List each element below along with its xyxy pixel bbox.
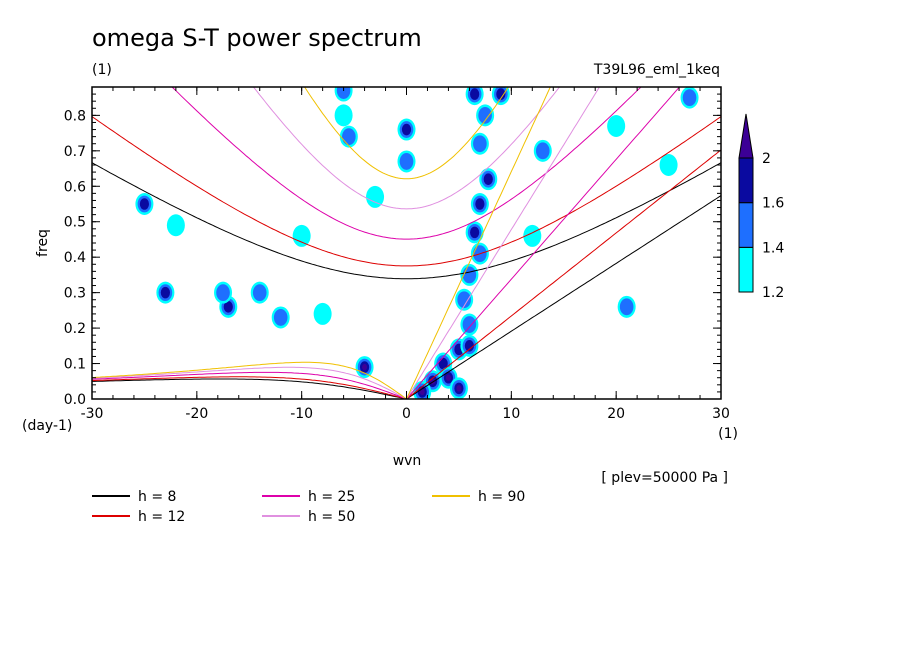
x-axis-ticks: -30 -20 -10 0 10 20 30: [81, 87, 730, 422]
y-tick-label: 0.0: [64, 392, 86, 408]
colorbar: 1.2 1.4 1.6 2: [738, 113, 784, 301]
contour-blob-19-level-2: [342, 128, 356, 146]
y-tick-label: 0.1: [64, 357, 86, 373]
contour-blob-16-level-4: [456, 385, 462, 392]
colorbar-segment: [738, 246, 754, 293]
contour-blob-11-level-3: [464, 340, 474, 352]
x-axis-unit: (1): [718, 426, 738, 442]
y-axis-ticks: 0.0 0.1 0.2 0.3 0.4 0.5 0.6 0.7 0.8: [64, 93, 721, 408]
contour-blob-39-level-1: [292, 224, 311, 247]
legend-label: h = 50: [308, 509, 355, 525]
legend-label: h = 12: [138, 509, 185, 525]
y-tick-label: 0.5: [64, 215, 86, 231]
colorbar-segment: [738, 157, 754, 204]
chart-subtitle-right: T39L96_eml_1keq: [593, 62, 720, 78]
y-axis-label: freq: [35, 229, 51, 257]
gravity-curve-h8: [92, 162, 721, 280]
legend: h = 8 h = 12 h = 25 h = 50 h = 90: [92, 489, 525, 525]
dispersion-curves: [92, 87, 721, 399]
x-tick-label: 10: [502, 406, 520, 422]
gravity-curve-h12: [92, 116, 721, 267]
contour-field: [135, 87, 699, 399]
contour-blob-35-level-2: [682, 89, 697, 107]
x-tick-label: 30: [712, 406, 730, 422]
contour-blob-23-level-3: [496, 88, 506, 100]
legend-label: h = 90: [478, 489, 525, 505]
colorbar-label: 2: [762, 151, 771, 167]
contour-blob-8-level-2: [457, 291, 471, 309]
chart-subtitle-left: (1): [92, 62, 112, 78]
gravity-curve-h50: [252, 87, 561, 210]
y-axis-unit: (day-1): [22, 418, 72, 434]
y-tick-label: 0.3: [64, 286, 86, 302]
y-tick-label: 0.8: [64, 108, 86, 124]
contour-blob-26-level-3: [160, 286, 170, 299]
legend-label: h = 25: [308, 489, 355, 505]
y-tick-label: 0.4: [64, 250, 86, 266]
gravity-curve-h90: [304, 87, 509, 180]
contour-blob-15-level-4: [419, 388, 425, 396]
colorbar-label: 1.6: [762, 196, 784, 212]
contour-blob-14-level-4: [445, 374, 451, 381]
colorbar-label: 1.4: [762, 240, 784, 256]
contour-blob-29-level-2: [273, 309, 288, 326]
contour-blob-0-level-3: [470, 88, 480, 100]
x-tick-label: 20: [607, 406, 625, 422]
kelvin-curve-h25: [406, 87, 681, 399]
contour-blob-36-level-2: [619, 298, 634, 316]
contour-blob-32-level-2: [535, 142, 550, 160]
x-tick-label: 0: [402, 406, 411, 422]
contour-blob-18-level-2: [336, 87, 351, 99]
contour-blob-27-level-3: [139, 198, 150, 210]
contour-blob-25-level-2: [216, 284, 230, 302]
contour-blob-9-level-2: [462, 316, 477, 333]
contour-blob-34-level-1: [659, 154, 678, 176]
contour-blob-38-level-1: [366, 185, 385, 208]
y-tick-label: 0.7: [64, 144, 86, 160]
x-tick-label: -10: [290, 406, 313, 422]
y-tick-label: 0.2: [64, 321, 86, 337]
contour-blob-4-level-3: [475, 198, 485, 210]
contour-blob-17-level-4: [362, 363, 368, 371]
contour-blob-2-level-2: [473, 135, 487, 153]
rossby-curve-h50: [92, 366, 407, 399]
contour-blob-30-level-1: [313, 302, 332, 325]
x-axis-label: wvn: [393, 453, 422, 469]
colorbar-segment: [738, 202, 754, 248]
contour-blob-12-level-3: [438, 357, 448, 370]
contour-blob-33-level-1: [607, 115, 626, 137]
x-tick-label: -30: [81, 406, 104, 422]
rossby-curve-h25: [92, 371, 407, 399]
chart-title: omega S-T power spectrum: [92, 24, 422, 52]
colorbar-label: 1.2: [762, 285, 784, 301]
contour-blob-3-level-3: [483, 173, 493, 185]
kelvin-curve-h12: [406, 149, 721, 399]
legend-label: h = 8: [138, 489, 176, 505]
contour-blob-20-level-1: [334, 104, 353, 127]
kelvin-curve-h90: [406, 87, 551, 399]
contour-blob-24-level-3: [223, 301, 233, 313]
rossby-curve-h90: [92, 361, 407, 399]
contour-blob-5-level-3: [470, 226, 480, 239]
rossby-curve-h8: [92, 378, 407, 399]
contour-blob-7-level-2: [462, 266, 477, 284]
gravity-curve-h25: [171, 87, 642, 240]
contour-blob-31-level-1: [166, 214, 185, 237]
colorbar-extension: [738, 113, 754, 159]
kelvin-curve-h8: [406, 195, 721, 399]
rossby-curve-h12: [92, 376, 407, 399]
kelvin-curve-h50: [406, 87, 601, 399]
contour-blob-22-level-2: [399, 153, 414, 170]
contour-blob-28-level-2: [252, 284, 267, 302]
contour-blob-21-level-3: [401, 123, 412, 136]
x-tick-label: -20: [185, 406, 208, 422]
y-tick-label: 0.6: [64, 179, 86, 195]
pressure-level-annotation: [ plev=50000 Pa ]: [601, 470, 728, 486]
contour-blob-1-level-2: [478, 106, 492, 124]
